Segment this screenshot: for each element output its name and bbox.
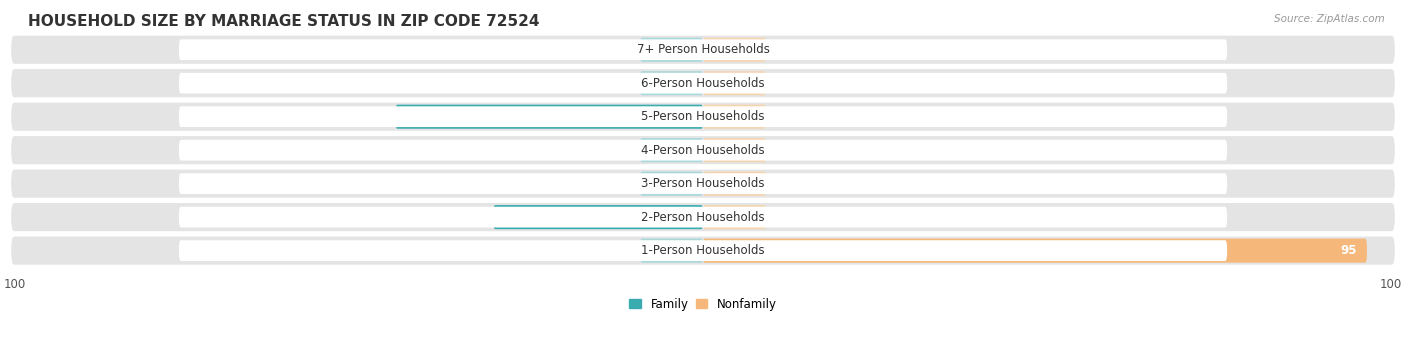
FancyBboxPatch shape xyxy=(395,105,703,129)
FancyBboxPatch shape xyxy=(11,36,1395,64)
FancyBboxPatch shape xyxy=(703,172,766,196)
Text: 0: 0 xyxy=(776,43,783,56)
FancyBboxPatch shape xyxy=(11,103,1395,131)
FancyBboxPatch shape xyxy=(703,105,766,129)
Text: 1-Person Households: 1-Person Households xyxy=(641,244,765,257)
FancyBboxPatch shape xyxy=(703,38,766,62)
FancyBboxPatch shape xyxy=(703,71,766,95)
Text: 0: 0 xyxy=(776,177,783,190)
FancyBboxPatch shape xyxy=(179,173,1227,194)
FancyBboxPatch shape xyxy=(640,172,703,196)
FancyBboxPatch shape xyxy=(11,170,1395,198)
Text: 0: 0 xyxy=(776,144,783,157)
FancyBboxPatch shape xyxy=(494,205,703,229)
Text: 0: 0 xyxy=(623,244,630,257)
Legend: Family, Nonfamily: Family, Nonfamily xyxy=(624,293,782,316)
FancyBboxPatch shape xyxy=(640,239,703,263)
FancyBboxPatch shape xyxy=(640,71,703,95)
Text: Source: ZipAtlas.com: Source: ZipAtlas.com xyxy=(1274,14,1385,23)
Text: 95: 95 xyxy=(1340,244,1357,257)
Text: 5-Person Households: 5-Person Households xyxy=(641,110,765,123)
FancyBboxPatch shape xyxy=(11,69,1395,97)
Text: 100: 100 xyxy=(4,278,27,291)
FancyBboxPatch shape xyxy=(179,73,1227,94)
FancyBboxPatch shape xyxy=(640,138,703,162)
FancyBboxPatch shape xyxy=(179,140,1227,160)
Text: 4-Person Households: 4-Person Households xyxy=(641,144,765,157)
Text: 30: 30 xyxy=(468,211,482,224)
FancyBboxPatch shape xyxy=(179,39,1227,60)
FancyBboxPatch shape xyxy=(11,136,1395,164)
FancyBboxPatch shape xyxy=(11,237,1395,265)
FancyBboxPatch shape xyxy=(179,240,1227,261)
FancyBboxPatch shape xyxy=(703,239,1367,263)
FancyBboxPatch shape xyxy=(640,38,703,62)
Text: 0: 0 xyxy=(623,77,630,90)
Text: 0: 0 xyxy=(623,43,630,56)
Text: 0: 0 xyxy=(776,77,783,90)
Text: 7+ Person Households: 7+ Person Households xyxy=(637,43,769,56)
FancyBboxPatch shape xyxy=(11,203,1395,231)
Text: 0: 0 xyxy=(623,144,630,157)
Text: HOUSEHOLD SIZE BY MARRIAGE STATUS IN ZIP CODE 72524: HOUSEHOLD SIZE BY MARRIAGE STATUS IN ZIP… xyxy=(28,14,540,29)
Text: 44: 44 xyxy=(370,110,385,123)
Text: 3-Person Households: 3-Person Households xyxy=(641,177,765,190)
FancyBboxPatch shape xyxy=(179,207,1227,227)
FancyBboxPatch shape xyxy=(179,106,1227,127)
Text: 0: 0 xyxy=(776,211,783,224)
Text: 0: 0 xyxy=(623,177,630,190)
Text: 0: 0 xyxy=(776,110,783,123)
Text: 2-Person Households: 2-Person Households xyxy=(641,211,765,224)
FancyBboxPatch shape xyxy=(703,138,766,162)
FancyBboxPatch shape xyxy=(703,205,766,229)
Text: 100: 100 xyxy=(1379,278,1402,291)
Text: 6-Person Households: 6-Person Households xyxy=(641,77,765,90)
